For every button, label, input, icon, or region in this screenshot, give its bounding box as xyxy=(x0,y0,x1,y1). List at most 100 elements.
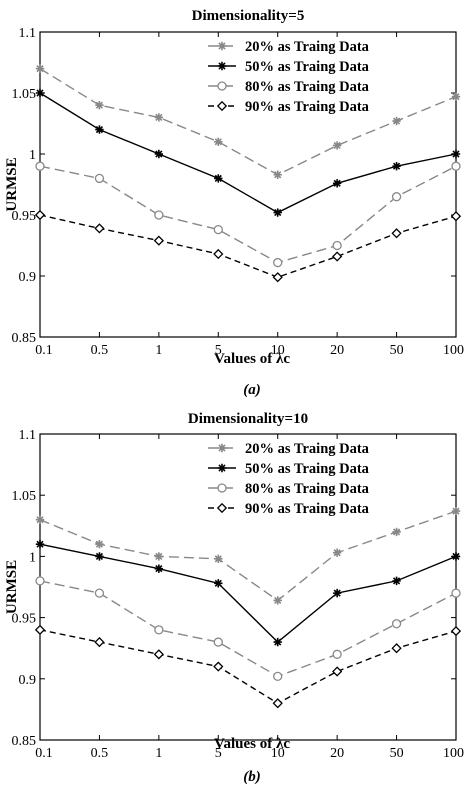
data-point xyxy=(154,625,164,635)
plot-area xyxy=(39,433,457,741)
legend-marker xyxy=(217,41,227,51)
data-point xyxy=(94,223,105,234)
series-3 xyxy=(35,161,461,268)
y-tick-label: 0.9 xyxy=(19,673,37,688)
data-point xyxy=(273,671,283,682)
data-point xyxy=(332,251,343,262)
data-point xyxy=(153,649,164,660)
data-point xyxy=(95,539,104,549)
data-point xyxy=(35,64,45,73)
series-1 xyxy=(35,506,461,605)
data-point xyxy=(451,588,461,598)
data-point xyxy=(213,661,224,672)
series-line xyxy=(39,165,457,264)
y-tick-label: 0.95 xyxy=(12,209,37,224)
data-point xyxy=(332,179,342,188)
data-point xyxy=(273,170,282,179)
y-tick-label: 1.05 xyxy=(12,489,37,504)
series-line xyxy=(39,68,457,176)
y-axis-label: URMSE xyxy=(4,157,20,211)
x-tick-label: 50 xyxy=(390,343,404,358)
x-tick-label: 0.1 xyxy=(35,343,53,358)
data-point xyxy=(392,116,401,126)
series-2 xyxy=(35,539,461,647)
data-point xyxy=(35,515,45,524)
series-4 xyxy=(34,624,462,709)
series-3 xyxy=(35,576,461,682)
data-point xyxy=(392,576,401,586)
figure-caption: (a) xyxy=(243,382,261,398)
data-point xyxy=(332,649,342,659)
x-tick-label: 0.5 xyxy=(91,746,109,761)
data-point xyxy=(214,554,223,564)
y-tick-label: 0.95 xyxy=(12,612,37,627)
data-point xyxy=(332,240,342,251)
y-tick-label: 1.1 xyxy=(19,428,37,443)
data-point xyxy=(213,224,223,235)
data-point xyxy=(450,211,462,222)
data-point xyxy=(153,235,164,246)
x-tick-label: 20 xyxy=(330,343,344,358)
y-tick-label: 1.05 xyxy=(12,87,37,102)
data-point xyxy=(391,619,402,629)
data-point xyxy=(154,552,164,561)
data-point xyxy=(391,192,402,202)
legend-marker xyxy=(217,463,227,473)
data-point xyxy=(95,101,104,110)
y-tick-label: 0.85 xyxy=(12,734,37,749)
series-1 xyxy=(35,64,461,179)
x-tick-label: 20 xyxy=(330,746,344,761)
x-tick-label: 1 xyxy=(155,746,162,761)
data-point xyxy=(391,643,402,654)
series-2 xyxy=(35,88,461,217)
x-tick-label: 0.5 xyxy=(91,343,109,358)
y-axis-label: URMSE xyxy=(4,560,20,614)
data-point xyxy=(213,248,224,260)
legend-entry: 50% as Traing Data xyxy=(245,461,370,477)
series-4 xyxy=(34,209,462,283)
y-tick-label: 0.85 xyxy=(12,331,37,346)
data-point xyxy=(273,637,282,647)
legend-entry: 20% as Traing Data xyxy=(245,39,370,55)
y-tick-label: 1.1 xyxy=(19,26,37,41)
legend-entry: 50% as Traing Data xyxy=(245,59,370,75)
legend-entry: 80% as Traing Data xyxy=(245,481,370,497)
x-tick-label: 0.1 xyxy=(35,746,53,761)
data-point xyxy=(332,666,343,677)
data-point xyxy=(392,162,401,171)
data-point xyxy=(332,141,342,150)
series-line xyxy=(39,214,457,278)
series-line xyxy=(39,629,457,705)
data-point xyxy=(154,149,164,159)
series-line xyxy=(39,92,457,214)
legend-marker xyxy=(217,61,227,71)
data-point xyxy=(272,698,283,709)
chart-title: Dimensionality=5 xyxy=(192,8,305,24)
legend-entry: 20% as Traing Data xyxy=(245,441,370,457)
data-point xyxy=(273,257,283,268)
data-point xyxy=(154,564,164,573)
data-point xyxy=(95,125,104,134)
x-tick-label: 10 xyxy=(271,746,285,761)
data-point xyxy=(392,527,401,537)
x-tick-label: 50 xyxy=(390,746,404,761)
legend-entry: 90% as Traing Data xyxy=(245,501,370,517)
legend-entry: 80% as Traing Data xyxy=(245,79,370,95)
data-point xyxy=(35,88,45,98)
data-point xyxy=(214,579,223,588)
y-tick-label: 1 xyxy=(29,550,36,565)
data-point xyxy=(332,588,342,598)
legend-marker xyxy=(217,443,227,453)
legend: 20% as Traing Data 50% as Traing Data 80% … xyxy=(208,441,370,517)
legend: 20% as Traing Data 50% as Traing Data 80% … xyxy=(208,39,370,115)
legend-entry: 90% as Traing Data xyxy=(245,99,370,115)
data-point xyxy=(451,149,461,159)
chart-panel-2: Dimensionality=10 0.85 0.9 0.95 1 1.05 1.1 0.1 0… xyxy=(4,411,464,785)
legend-marker xyxy=(217,483,227,493)
data-point xyxy=(451,552,461,561)
data-point xyxy=(35,539,45,549)
data-point xyxy=(94,636,105,648)
data-point xyxy=(451,506,461,516)
x-axis-label: Values of λc xyxy=(214,351,290,367)
data-point xyxy=(332,548,342,557)
